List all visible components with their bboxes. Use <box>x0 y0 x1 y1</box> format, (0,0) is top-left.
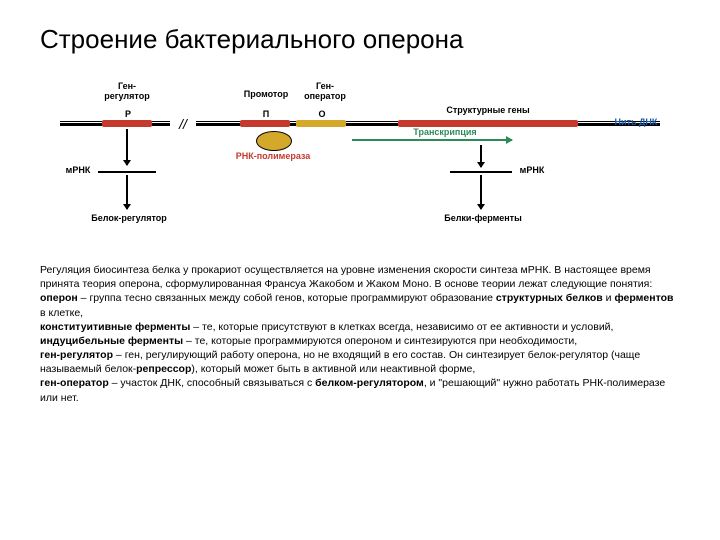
rna-polymerase-label: РНК-полимераза <box>218 151 328 161</box>
segment-gene-regulator <box>102 120 152 127</box>
segment-structural <box>398 120 578 127</box>
label-structural-genes: Структурные гены <box>408 105 568 115</box>
operon-diagram: // Ген- регулятор Р Промотор П Ген- опер… <box>60 69 660 249</box>
rna-polymerase-icon <box>256 131 292 151</box>
para-3: индуцибельные ферменты – те, которые про… <box>40 334 680 348</box>
arrow-mrna-to-protein-right <box>480 175 482 209</box>
label-gene-regulator: Ген- регулятор <box>92 81 162 101</box>
arrow-struct-to-mrna <box>480 145 482 167</box>
para-5: ген-оператор – участок ДНК, способный св… <box>40 376 680 404</box>
protein-regulator-label: Белок-регулятор <box>74 213 184 223</box>
mrna-left <box>98 171 156 173</box>
letter-promoter: П <box>256 109 276 119</box>
dna-gap: // <box>170 115 196 133</box>
mrna-right <box>450 171 512 173</box>
label-gene-operator: Ген- оператор <box>290 81 360 101</box>
segment-promoter <box>240 120 290 127</box>
transcription-label: Транскрипция <box>400 127 490 137</box>
arrow-reg-to-mrna <box>126 129 128 165</box>
transcription-arrow <box>352 139 512 141</box>
para-1: оперон – группа тесно связанных между со… <box>40 291 680 319</box>
mrna-left-label: мРНК <box>60 165 96 175</box>
arrow-mrna-to-protein-left <box>126 175 128 209</box>
letter-operator: О <box>312 109 332 119</box>
para-4: ген-регулятор – ген, регулирующий работу… <box>40 348 680 376</box>
mrna-right-label: мРНК <box>514 165 550 175</box>
letter-p-reg: Р <box>118 109 138 119</box>
segment-gene-operator <box>296 120 346 127</box>
para-2: конституитивные ферменты – те, которые п… <box>40 320 680 334</box>
description-text: Регуляция биосинтеза белка у прокариот о… <box>40 263 680 405</box>
para-0: Регуляция биосинтеза белка у прокариот о… <box>40 263 680 291</box>
page-title: Строение бактериального оперона <box>40 24 680 55</box>
dna-label: Нить ДНК <box>608 117 664 127</box>
protein-enzymes-label: Белки-ферменты <box>428 213 538 223</box>
